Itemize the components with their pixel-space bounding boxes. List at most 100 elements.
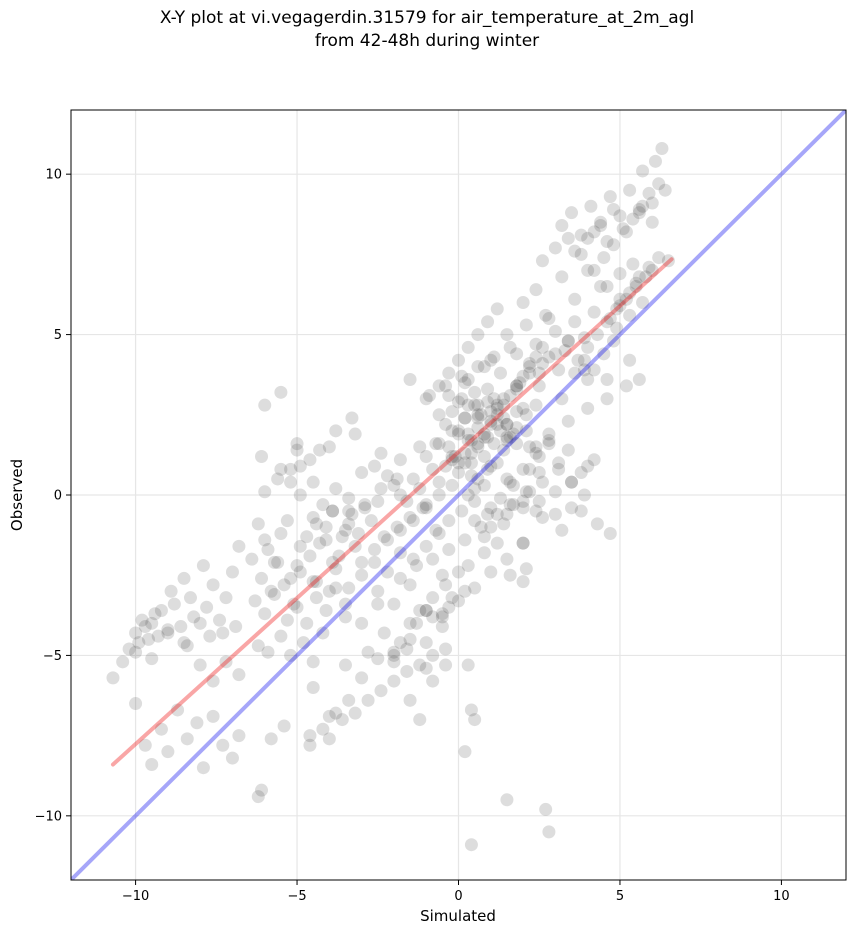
data-point (413, 482, 427, 496)
data-point (623, 286, 637, 300)
data-point (255, 783, 269, 797)
data-point (439, 658, 453, 672)
data-point (581, 459, 595, 473)
data-point (542, 427, 556, 441)
data-point (490, 456, 504, 470)
data-point (213, 613, 227, 627)
data-point (345, 507, 359, 521)
data-point (552, 456, 566, 470)
data-point (380, 533, 394, 547)
data-point (432, 527, 446, 540)
data-point (393, 488, 407, 502)
data-point (477, 430, 491, 444)
data-point (568, 292, 582, 306)
data-point (426, 610, 440, 624)
data-point (464, 433, 478, 447)
data-point (497, 443, 511, 457)
data-point (203, 629, 217, 643)
data-point (371, 494, 385, 508)
data-point (364, 514, 378, 528)
data-point (261, 645, 275, 659)
data-point (484, 417, 498, 431)
data-point (629, 279, 643, 293)
data-point (193, 658, 207, 672)
data-point (510, 382, 524, 396)
data-point (548, 241, 562, 255)
data-point (642, 186, 656, 200)
data-point (510, 379, 524, 393)
data-point (652, 251, 666, 265)
data-point (490, 302, 504, 316)
data-point (464, 446, 478, 460)
data-point (607, 202, 620, 216)
data-point (271, 555, 285, 569)
data-point (419, 501, 433, 515)
data-point (455, 392, 469, 406)
data-point (167, 597, 181, 611)
data-point (361, 693, 375, 707)
data-point (600, 373, 614, 386)
data-point (658, 183, 672, 197)
data-point (464, 838, 478, 852)
data-point (468, 385, 482, 399)
data-point (458, 446, 472, 460)
data-point (600, 315, 614, 329)
data-point (290, 559, 304, 573)
y-tick-label: −10 (35, 809, 62, 824)
data-point (452, 395, 465, 409)
data-point (251, 639, 265, 653)
data-point (216, 738, 230, 752)
data-point (542, 350, 556, 364)
data-point (455, 504, 469, 518)
data-point (516, 536, 530, 550)
data-point (306, 510, 320, 524)
data-point (387, 655, 401, 669)
data-point (535, 254, 549, 268)
data-point (393, 571, 407, 585)
data-point (481, 507, 495, 521)
data-point (419, 604, 433, 617)
data-point (587, 453, 601, 467)
data-point (180, 732, 194, 746)
data-point (632, 373, 646, 386)
data-point (180, 639, 194, 653)
data-point (284, 475, 298, 489)
data-point (387, 674, 401, 688)
data-point (535, 510, 549, 524)
data-point (600, 392, 614, 406)
x-axis-label: Simulated (420, 907, 496, 925)
data-point (267, 587, 281, 601)
data-point (319, 520, 333, 534)
data-point (529, 398, 543, 412)
data-point (568, 315, 582, 329)
data-point (390, 472, 404, 486)
data-point (267, 555, 281, 569)
data-point (619, 292, 633, 306)
data-point (490, 417, 504, 431)
data-point (371, 652, 385, 666)
data-point (471, 472, 485, 486)
data-point (471, 437, 485, 451)
data-point (232, 668, 246, 682)
data-point (558, 344, 572, 358)
data-point (138, 620, 152, 634)
data-point (561, 334, 575, 348)
data-point (619, 225, 633, 239)
data-point (600, 235, 614, 249)
y-tick-label: 10 (45, 168, 62, 183)
data-point (368, 555, 382, 569)
data-point (661, 254, 675, 268)
data-point (277, 719, 291, 733)
data-point (445, 450, 459, 463)
data-point (565, 501, 579, 515)
data-point (516, 462, 530, 476)
data-point (258, 533, 272, 547)
data-point (581, 231, 595, 245)
data-point (264, 584, 278, 598)
data-point (335, 713, 349, 727)
data-point (613, 299, 627, 313)
data-point (523, 485, 537, 499)
data-point (322, 440, 336, 454)
data-point (377, 626, 391, 640)
